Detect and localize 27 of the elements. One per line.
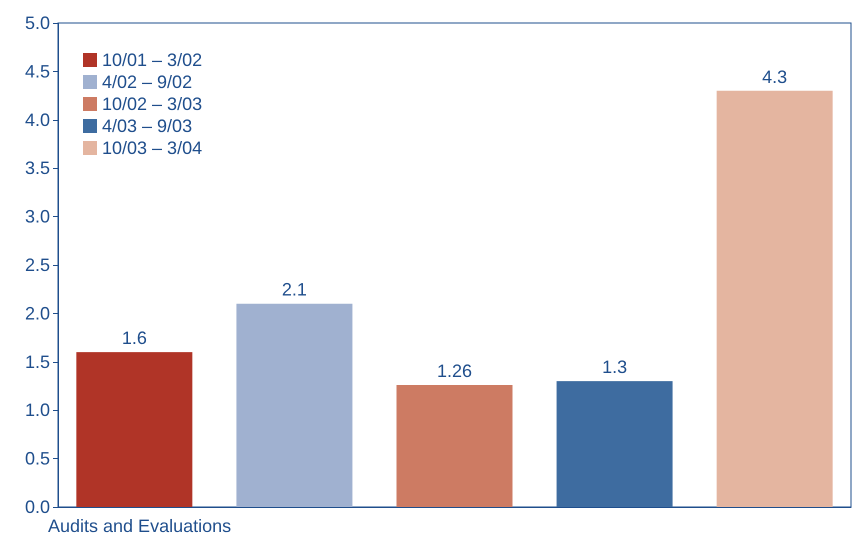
y-tick-label: 0.5 (24, 448, 50, 469)
y-tick-label: 0.0 (24, 497, 50, 517)
y-tick-label: 2.5 (24, 255, 50, 275)
y-tick-label: 5.0 (24, 13, 50, 33)
bar (716, 90, 833, 507)
data-label: 1.26 (436, 361, 472, 382)
bar (76, 352, 192, 507)
y-tick-label: 3.0 (24, 206, 50, 227)
y-tick-label: 4.5 (24, 61, 50, 82)
legend-label: 10/03 – 3/04 (102, 138, 202, 158)
legend-label: 10/02 – 3/03 (102, 94, 202, 114)
bar (236, 304, 352, 507)
y-tick-label: 1.5 (24, 352, 50, 372)
x-axis-title: Audits and Evaluations (48, 516, 232, 536)
data-label: 2.1 (282, 280, 307, 300)
y-tick-label: 1.0 (24, 400, 50, 420)
legend-label: 4/03 – 9/03 (102, 116, 192, 136)
legend-label: 4/02 – 9/02 (102, 72, 192, 92)
data-label: 1.3 (602, 357, 628, 378)
legend-label: 10/01 – 3/02 (102, 50, 202, 70)
data-label: 4.3 (762, 66, 788, 87)
bar (396, 385, 512, 507)
bar (556, 381, 673, 507)
y-tick-label: 2.0 (24, 303, 50, 324)
y-tick-label: 4.0 (24, 110, 50, 130)
y-tick-label: 3.5 (24, 158, 50, 178)
data-label: 1.6 (122, 328, 147, 348)
